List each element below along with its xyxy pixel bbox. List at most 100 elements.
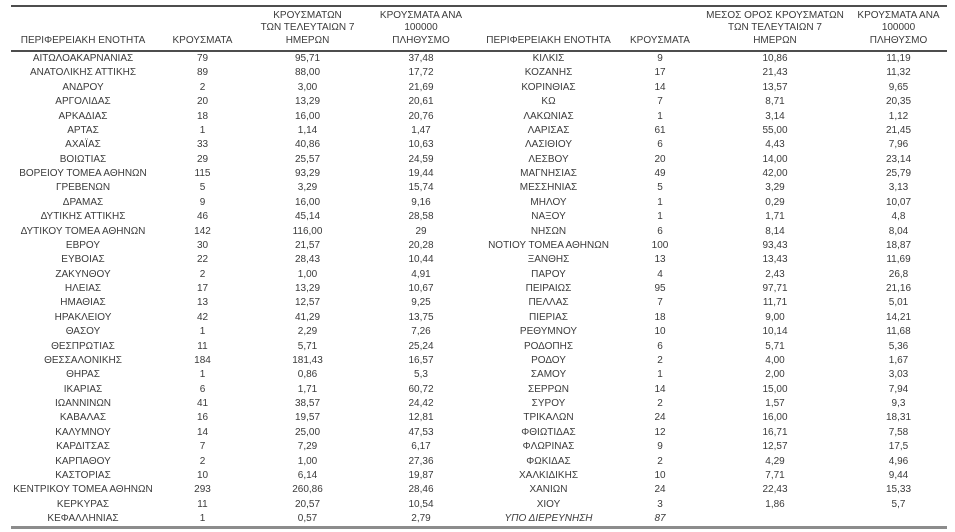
per-100k-cell: 20,28	[408, 239, 434, 251]
avg-7day-cell: 1,71	[297, 383, 318, 395]
cases-cell: 1	[657, 110, 663, 122]
region-name-cell: ΕΒΡΟΥ	[65, 239, 101, 251]
bottom-rule	[11, 526, 947, 530]
region-name-cell: ΜΑΓΝΗΣΙΑΣ	[520, 168, 577, 179]
region-name-cell: ΔΥΤΙΚΟΥ ΤΟΜΕΑ ΑΘΗΝΩΝ	[20, 225, 146, 237]
cases-cell: 115	[194, 168, 211, 179]
region-name-cell: ΜΗΛΟΥ	[530, 196, 567, 208]
region-name-cell: ΚΕΡΚΥΡΑΣ	[56, 498, 110, 510]
per-100k-cell: 17,72	[408, 67, 434, 79]
avg-7day-cell: 3,29	[297, 182, 318, 194]
region-name-cell: ΚΕΦΑΛΛΗΝΙΑΣ	[47, 513, 119, 524]
region-name-cell: ΧΙΟΥ	[536, 498, 561, 510]
region-name-cell: ΗΛΕΙΑΣ	[64, 283, 102, 294]
avg-7day-cell: 2,43	[765, 268, 785, 280]
region-name-cell: ΠΕΛΛΑΣ	[528, 297, 569, 309]
cases-cell: 1	[657, 196, 663, 208]
header-underline-rule	[11, 50, 947, 52]
cases-cell: 1	[657, 211, 663, 223]
per-100k-cell: 15,74	[408, 182, 434, 194]
avg-7day-cell: 97,71	[762, 283, 788, 294]
avg-7day-cell: 13,29	[294, 96, 321, 108]
avg-7day-cell: 11,71	[762, 297, 788, 309]
per-100k-cell: 25,24	[408, 340, 434, 352]
avg-7day-cell: 7,29	[297, 441, 318, 453]
per-100k-cell: 10,67	[408, 283, 434, 294]
cases-cell: 24	[654, 412, 666, 424]
column-header-cases: ΚΡΟΥΣΜΑΤΑ	[172, 34, 233, 46]
per-100k-cell: 5,3	[414, 369, 428, 381]
per-100k-cell: 17,5	[888, 441, 909, 453]
region-name-cell: ΕΥΒΟΙΑΣ	[61, 254, 105, 266]
per-100k-cell: 3,13	[888, 182, 909, 194]
region-name-cell: ΝΑΞΟΥ	[531, 211, 566, 223]
region-name-cell: ΘΑΣΟΥ	[65, 326, 101, 338]
avg-7day-cell: 5,71	[765, 340, 785, 352]
per-100k-cell: 9,65	[888, 81, 909, 93]
table-header-row: ΠΕΡΙΦΕΡΕΙΑΚΗ ΕΝΟΤΗΤΑ ΚΡΟΥΣΜΑΤΑ ΜΕΣΟΣ ΟΡΟ…	[11, 7, 947, 50]
cases-cell: 3	[657, 498, 663, 510]
region-name-cell: ΛΕΣΒΟΥ	[528, 153, 569, 165]
cases-cell: 2	[199, 455, 206, 467]
region-name-cell: ΛΑΚΩΝΙΑΣ	[523, 110, 574, 122]
avg-7day-cell	[700, 512, 850, 526]
avg-7day-cell: 116,00	[292, 225, 323, 237]
region-name-cell: ΑΡΤΑΣ	[67, 124, 99, 136]
column-header-per-100k: ΚΡΟΥΣΜΑΤΑ ΑΝΑ 100000 ΠΛΗΘΥΣΜΟ	[857, 9, 940, 46]
avg-7day-cell: 15,00	[762, 383, 788, 395]
cases-cell: 24	[654, 484, 666, 496]
cases-cell: 49	[654, 168, 666, 179]
avg-7day-cell: 7,71	[765, 469, 785, 481]
region-name-cell: ΞΑΝΘΗΣ	[527, 254, 570, 266]
cases-cell: 12	[654, 426, 666, 438]
region-name-cell: ΚΑΛΥΜΝΟΥ	[55, 426, 111, 438]
per-100k-cell: 19,87	[408, 469, 434, 481]
per-100k-cell: 37,48	[408, 53, 434, 64]
per-100k-cell: 13,75	[408, 311, 434, 323]
avg-7day-cell: 93,43	[762, 239, 788, 251]
cases-cell: 4	[657, 268, 663, 280]
left-table-header: ΠΕΡΙΦΕΡΕΙΑΚΗ ΕΝΟΤΗΤΑ ΚΡΟΥΣΜΑΤΑ ΜΕΣΟΣ ΟΡΟ…	[11, 7, 477, 50]
avg-7day-cell: 93,29	[294, 168, 321, 179]
region-name-cell: ΦΘΙΩΤΙΔΑΣ	[521, 426, 576, 438]
region-name-cell: ΧΑΛΚΙΔΙΚΗΣ	[519, 469, 578, 481]
per-100k-cell: 5,7	[891, 498, 906, 510]
cases-cell: 2	[199, 81, 206, 93]
per-100k-cell: 11,19	[886, 53, 911, 64]
cases-cell: 100	[651, 239, 669, 251]
per-100k-cell	[850, 512, 947, 526]
per-100k-cell: 10,44	[408, 254, 434, 266]
cases-cell: 9	[657, 441, 663, 453]
region-name-cell: ΚΙΛΚΙΣ	[532, 53, 565, 64]
region-name-cell: ΣΥΡΟΥ	[531, 398, 566, 409]
region-name-cell: ΝΗΣΩΝ	[530, 225, 567, 237]
per-100k-cell: 11,68	[886, 326, 911, 338]
avg-7day-cell: 4,43	[765, 139, 785, 151]
avg-7day-cell: 2,00	[765, 369, 785, 381]
per-100k-cell: 11,32	[886, 67, 911, 79]
cases-cell: 16	[196, 412, 209, 424]
avg-7day-cell: 6,14	[297, 469, 318, 481]
cases-cell: 95	[654, 283, 666, 294]
region-name-cell: ΙΩΑΝΝΙΝΩΝ	[54, 398, 112, 409]
avg-7day-cell: 0,57	[297, 513, 318, 524]
per-100k-cell: 9,3	[891, 398, 906, 409]
per-100k-cell: 18,87	[885, 239, 912, 251]
cases-cell: 5	[199, 182, 206, 194]
per-100k-cell: 47,53	[408, 426, 434, 438]
per-100k-cell: 4,8	[891, 211, 906, 223]
cases-cell: 184	[194, 354, 211, 366]
cases-cell: 7	[657, 297, 663, 309]
avg-7day-cell: 21,43	[762, 67, 788, 79]
avg-7day-cell: 55,00	[762, 124, 788, 136]
avg-7day-cell: 3,00	[297, 81, 318, 93]
region-name-cell: ΚΟΡΙΝΘΙΑΣ	[521, 81, 576, 93]
per-100k-cell: 21,45	[885, 124, 912, 136]
per-100k-cell: 20,35	[885, 96, 912, 108]
avg-7day-cell: 22,43	[762, 484, 788, 496]
cases-cell: 41	[196, 398, 209, 409]
region-name-cell: ΚΑΣΤΟΡΙΑΣ	[55, 469, 111, 481]
region-name-cell: ΒΟΡΕΙΟΥ ΤΟΜΕΑ ΑΘΗΝΩΝ	[19, 168, 147, 179]
column-header-cases: ΚΡΟΥΣΜΑΤΑ	[630, 34, 690, 46]
region-name-cell: ΛΑΣΙΘΙΟΥ	[525, 139, 572, 151]
